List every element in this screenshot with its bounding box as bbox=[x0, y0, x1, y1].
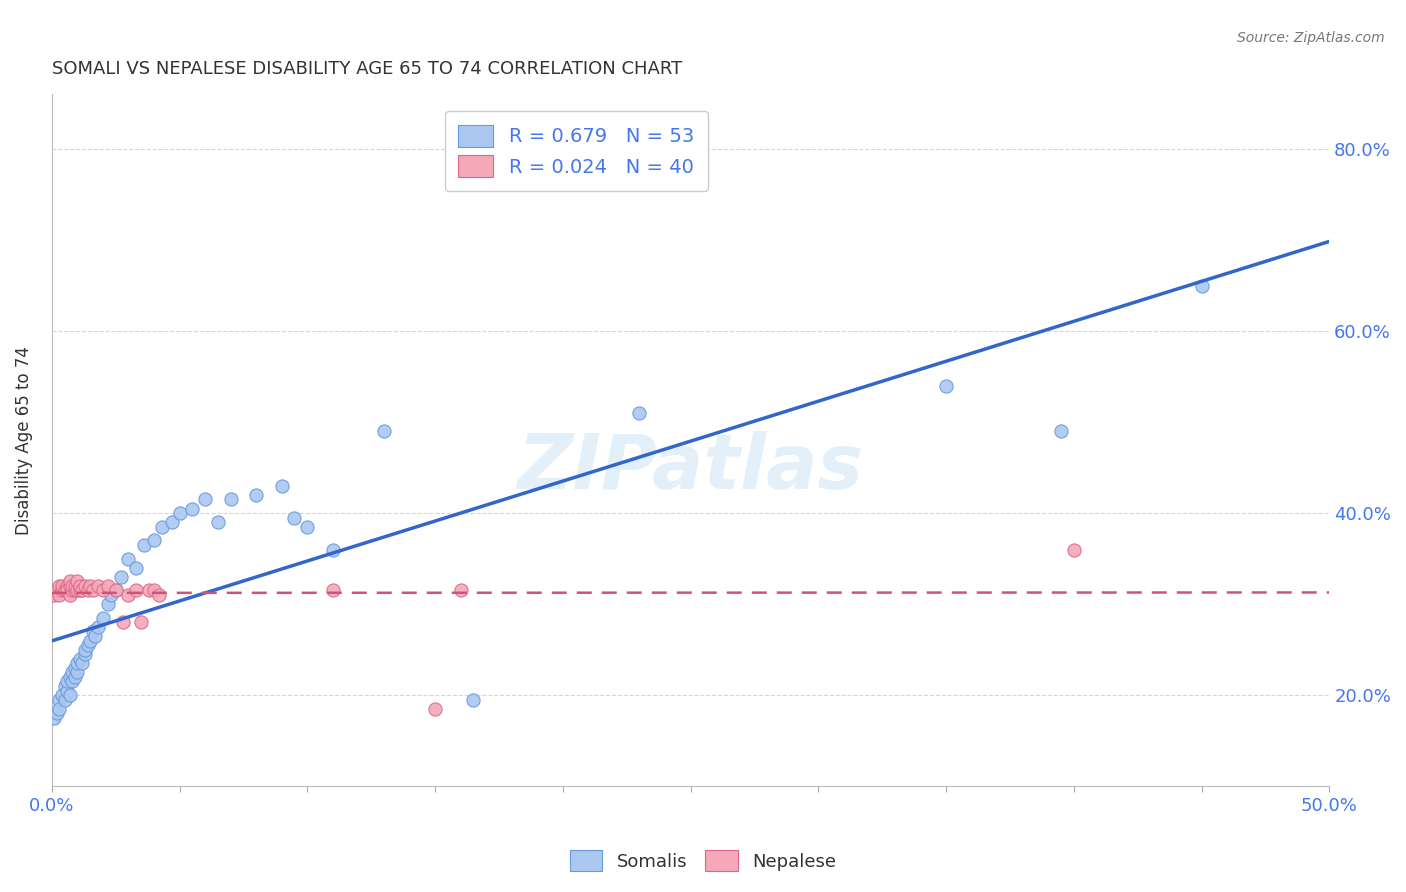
Point bbox=[142, 533, 165, 548]
Point bbox=[110, 570, 132, 584]
Point bbox=[129, 615, 152, 630]
Point bbox=[66, 665, 89, 680]
Point bbox=[60, 583, 83, 598]
Point bbox=[73, 647, 96, 661]
Point bbox=[69, 583, 91, 598]
Point bbox=[76, 638, 98, 652]
Point bbox=[1063, 542, 1085, 557]
Point bbox=[63, 583, 86, 598]
Point bbox=[69, 651, 91, 665]
Point bbox=[104, 583, 127, 598]
Point bbox=[56, 583, 79, 598]
Point bbox=[48, 692, 70, 706]
Point bbox=[117, 551, 139, 566]
Point bbox=[56, 674, 79, 689]
Point bbox=[72, 583, 94, 598]
Point bbox=[297, 520, 319, 534]
Point bbox=[48, 588, 70, 602]
Point bbox=[44, 711, 66, 725]
Point bbox=[207, 515, 229, 529]
Point bbox=[63, 579, 86, 593]
Point bbox=[423, 702, 446, 716]
Point bbox=[84, 629, 107, 643]
Point bbox=[60, 579, 83, 593]
Point bbox=[132, 538, 155, 552]
Point bbox=[373, 424, 395, 438]
Point bbox=[53, 679, 76, 693]
Point bbox=[63, 661, 86, 675]
Point bbox=[97, 597, 120, 611]
Point bbox=[51, 583, 73, 598]
Point bbox=[48, 579, 70, 593]
Point bbox=[59, 574, 82, 589]
Point bbox=[69, 579, 91, 593]
Point bbox=[142, 583, 165, 598]
Point bbox=[219, 492, 242, 507]
Point bbox=[125, 560, 148, 574]
Point bbox=[112, 615, 135, 630]
Point bbox=[82, 583, 104, 598]
Point bbox=[45, 706, 67, 721]
Point bbox=[48, 702, 70, 716]
Point bbox=[66, 574, 89, 589]
Point bbox=[44, 588, 66, 602]
Text: ZIPatlas: ZIPatlas bbox=[517, 431, 863, 505]
Point bbox=[450, 583, 472, 598]
Point bbox=[72, 657, 94, 671]
Point bbox=[322, 542, 344, 557]
Point bbox=[245, 488, 267, 502]
Point bbox=[463, 692, 485, 706]
Point bbox=[59, 688, 82, 702]
Point bbox=[76, 583, 98, 598]
Point bbox=[51, 688, 73, 702]
Point bbox=[194, 492, 217, 507]
Point bbox=[66, 657, 89, 671]
Text: Source: ZipAtlas.com: Source: ZipAtlas.com bbox=[1237, 31, 1385, 45]
Point bbox=[63, 670, 86, 684]
Legend: R = 0.679   N = 53, R = 0.024   N = 40: R = 0.679 N = 53, R = 0.024 N = 40 bbox=[444, 112, 707, 191]
Point bbox=[59, 579, 82, 593]
Point bbox=[935, 378, 957, 392]
Point bbox=[53, 583, 76, 598]
Point bbox=[60, 674, 83, 689]
Point bbox=[60, 665, 83, 680]
Point bbox=[169, 506, 191, 520]
Point bbox=[45, 583, 67, 598]
Point bbox=[1191, 278, 1213, 293]
Point bbox=[104, 583, 127, 598]
Text: SOMALI VS NEPALESE DISABILITY AGE 65 TO 74 CORRELATION CHART: SOMALI VS NEPALESE DISABILITY AGE 65 TO … bbox=[52, 60, 682, 78]
Point bbox=[125, 583, 148, 598]
Point bbox=[56, 579, 79, 593]
Point bbox=[91, 583, 114, 598]
Point bbox=[1050, 424, 1073, 438]
Point bbox=[91, 611, 114, 625]
Point bbox=[270, 479, 292, 493]
Y-axis label: Disability Age 65 to 74: Disability Age 65 to 74 bbox=[15, 346, 32, 534]
Point bbox=[138, 583, 160, 598]
Point bbox=[82, 624, 104, 639]
Point bbox=[79, 579, 101, 593]
Point bbox=[283, 510, 305, 524]
Point bbox=[181, 501, 204, 516]
Point bbox=[51, 579, 73, 593]
Point bbox=[59, 670, 82, 684]
Point bbox=[87, 579, 110, 593]
Point bbox=[322, 583, 344, 598]
Legend: Somalis, Nepalese: Somalis, Nepalese bbox=[562, 843, 844, 879]
Point bbox=[100, 588, 122, 602]
Point bbox=[59, 588, 82, 602]
Point bbox=[73, 642, 96, 657]
Point bbox=[87, 620, 110, 634]
Point bbox=[97, 579, 120, 593]
Point bbox=[628, 406, 651, 420]
Point bbox=[117, 588, 139, 602]
Point bbox=[79, 633, 101, 648]
Point bbox=[160, 515, 183, 529]
Point bbox=[148, 588, 170, 602]
Point bbox=[56, 683, 79, 698]
Point bbox=[150, 520, 173, 534]
Point bbox=[66, 583, 89, 598]
Point bbox=[73, 579, 96, 593]
Point bbox=[53, 692, 76, 706]
